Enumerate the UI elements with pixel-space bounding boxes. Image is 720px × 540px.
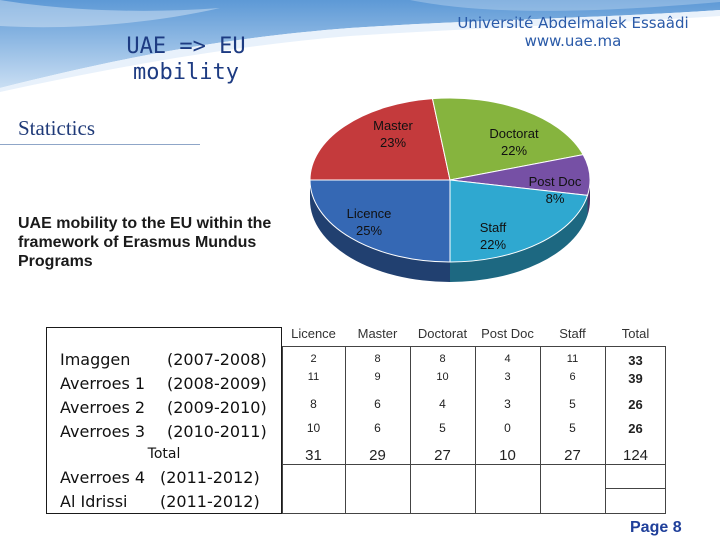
- pie-label-value: 25%: [356, 223, 382, 238]
- table-cell: 0: [504, 421, 511, 435]
- table-cell: 5: [439, 421, 446, 435]
- header-swoosh: [0, 0, 720, 92]
- table-total-cell: 10: [499, 447, 516, 464]
- slide-title-line-1: UAE => EU: [126, 34, 246, 59]
- program-row: Averroes 4 (2011-2012): [60, 468, 260, 487]
- stats-table-grid: [282, 346, 666, 514]
- table-cell: 4: [504, 353, 511, 365]
- pie-side-licence: [310, 180, 450, 282]
- pie-label-name: Doctorat: [489, 126, 539, 141]
- table-total-cell: 27: [434, 447, 451, 464]
- program-name: Averroes 2: [60, 398, 146, 417]
- university-name: Université Abdelmalek Essaâdi: [457, 14, 689, 32]
- program-years: (2011-2012): [160, 468, 260, 487]
- table-header-cell: Total: [621, 326, 650, 341]
- pie-label-value: 22%: [480, 237, 506, 252]
- table-cell: 11: [307, 371, 320, 383]
- table-total-cell: 31: [305, 447, 322, 464]
- program-years: (2007-2008): [167, 350, 267, 369]
- program-name: Averroes 4: [60, 468, 146, 487]
- pie-chart-svg: Master 23% Doctorat 22% Post Doc 8% Staff 22% Li…: [309, 97, 591, 282]
- program-row: Imaggen (2007-2008): [60, 350, 267, 369]
- table-header-cell: Doctorat: [417, 326, 468, 341]
- pie-label-name: Post Doc: [529, 174, 582, 189]
- pie-slice-staff: [449, 179, 589, 263]
- table-cell: 8: [374, 353, 381, 365]
- slide-title: UAE => EU mobility: [96, 34, 276, 86]
- table-cell: 6: [374, 421, 381, 435]
- table-header-cell: Master: [357, 326, 398, 341]
- program-years: (2008-2009): [167, 374, 267, 393]
- table-cell: 3: [504, 371, 511, 383]
- pie-slice-master: [309, 98, 451, 181]
- table-cell: 8: [439, 353, 446, 365]
- slide-title-line-2: mobility: [133, 60, 239, 85]
- program-row: Averroes 1 (2008-2009): [60, 374, 267, 393]
- program-years: (2010-2011): [167, 422, 267, 441]
- page-number: Page 8: [630, 519, 682, 536]
- program-name: Averroes 1: [60, 374, 146, 393]
- table-cell: 10: [436, 371, 449, 383]
- table-cell: 33: [628, 353, 643, 368]
- pie-label-value: 8%: [546, 191, 565, 206]
- program-years: (2011-2012): [160, 492, 260, 511]
- program-row: Averroes 3 (2010-2011): [60, 422, 267, 441]
- program-name: Averroes 3: [60, 422, 146, 441]
- university-info: Université Abdelmalek Essaâdi www.uae.ma: [408, 14, 720, 50]
- table-cell: 9: [374, 371, 381, 383]
- table-cell: 26: [628, 421, 643, 436]
- table-cell: 8: [310, 397, 317, 411]
- table-cell: 10: [306, 421, 321, 435]
- section-divider: [0, 144, 200, 145]
- description-text: UAE mobility to the EU within the framew…: [18, 215, 272, 270]
- table-header-cell: Post Doc: [481, 326, 534, 341]
- program-row: Averroes 2 (2009-2010): [60, 398, 267, 417]
- pie-label-name: Master: [373, 118, 413, 133]
- university-url: www.uae.ma: [524, 32, 622, 50]
- pie-slice-licence: [309, 179, 451, 263]
- table-total-cell: 29: [369, 447, 386, 464]
- table-total-cell: 124: [622, 447, 649, 464]
- table-header-cell: Licence: [291, 326, 336, 341]
- pie-label-name: Licence: [347, 206, 392, 221]
- program-name: Imaggen: [60, 350, 131, 369]
- section-title: Statictics: [18, 116, 95, 140]
- table-cell: 4: [439, 397, 446, 411]
- pie-label-value: 23%: [380, 135, 406, 150]
- table-header-cell: Staff: [559, 326, 586, 341]
- program-name: Al Idrissi: [60, 492, 128, 511]
- pie-chart: Master 23% Doctorat 22% Post Doc 8% Staff 22% Li…: [290, 82, 626, 294]
- header-band: [0, 0, 720, 92]
- pie-side-staff: [450, 195, 588, 282]
- programs-list: Imaggen (2007-2008) Averroes 1 (2008-2009)…: [46, 327, 282, 514]
- table-cell: 3: [504, 397, 511, 411]
- table-cell: 6: [374, 397, 381, 411]
- program-years: (2009-2010): [167, 398, 267, 417]
- table-cell: 5: [569, 421, 576, 435]
- table-cell: 26: [628, 397, 643, 412]
- table-total-cell: 27: [564, 447, 581, 464]
- pie-label-name: Staff: [480, 220, 507, 235]
- table-cell: 5: [569, 397, 576, 411]
- table-cell: 11: [566, 353, 579, 365]
- programs-total-label: Total: [147, 446, 181, 462]
- program-row: Al Idrissi (2011-2012): [60, 492, 260, 511]
- table-cell: 39: [628, 371, 643, 386]
- pie-slice-doctorat: [431, 97, 584, 181]
- table-cell: 2: [310, 353, 317, 365]
- pie-label-value: 22%: [501, 143, 527, 158]
- table-cell: 6: [569, 371, 576, 383]
